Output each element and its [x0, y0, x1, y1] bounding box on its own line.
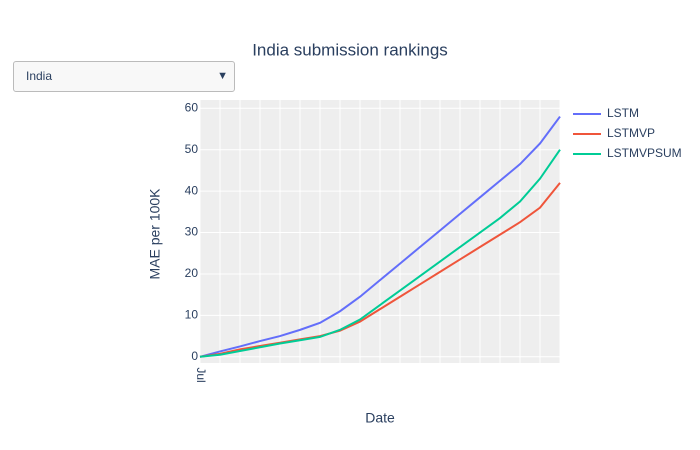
- y-tick-label: 10: [185, 308, 199, 322]
- x-tick-label: Jul: [194, 367, 208, 382]
- y-tick-label: 50: [185, 142, 199, 156]
- y-axis-title: MAE per 100K: [147, 188, 163, 280]
- dropdown-label: India: [26, 69, 53, 83]
- chart-title: India submission rankings: [252, 40, 448, 59]
- legend-label: LSTM: [607, 106, 639, 120]
- y-tick-label: 30: [185, 225, 199, 239]
- x-axis-title: Date: [365, 410, 395, 426]
- dropdown[interactable]: India ▼: [13, 61, 235, 92]
- y-tick-label: 60: [185, 100, 199, 114]
- legend-label: LSTMVP: [607, 126, 655, 140]
- line: [199, 149, 561, 358]
- y-tick-label: 40: [185, 183, 199, 197]
- line: [199, 182, 561, 358]
- y-tick-label: 0: [191, 349, 198, 363]
- dropdown-arrow: ▼: [217, 70, 228, 82]
- line: [199, 115, 561, 358]
- y-tick-label: 20: [185, 266, 199, 280]
- legend-label: LSTMVPSUM: [607, 146, 682, 160]
